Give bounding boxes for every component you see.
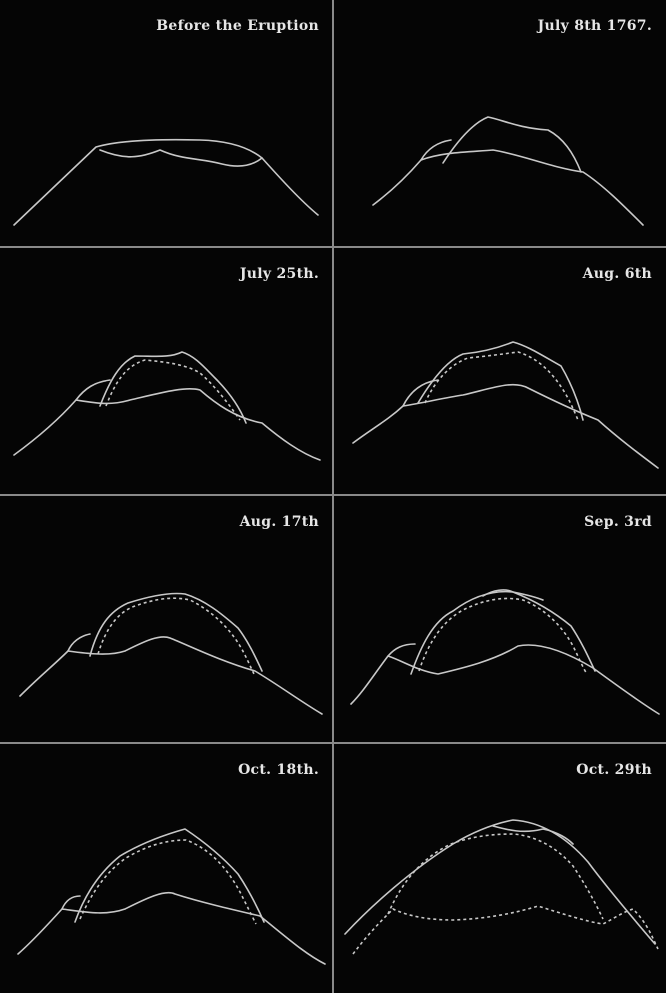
volcano-outline [372,116,644,226]
mountain-profile [13,138,319,226]
panel-july-25: July 25th. [0,248,333,494]
panel-oct-18: Oct. 18th. [0,744,333,990]
mountain-profile [352,383,659,469]
panel-label: Oct. 29th [576,762,652,778]
horizontal-divider [0,246,666,248]
panel-july-8: July 8th 1767. [333,0,666,246]
cone-outline [89,592,263,672]
volcano-outline [352,341,659,469]
panel-aug-17: Aug. 17th [0,496,333,742]
crater-rim [420,139,452,161]
previous-outline [418,597,588,675]
panel-oct-29: Oct. 29th [333,744,666,990]
panel-aug-6: Aug. 6th [333,248,666,494]
crater-rim [99,149,263,167]
previous-outline [387,833,604,920]
cone-outline [74,828,265,923]
volcano-outline [13,138,319,226]
panel-before-eruption: Before the Eruption [0,0,333,246]
previous-outline [424,351,579,421]
horizontal-divider [0,742,666,744]
volcano-outline [17,828,326,965]
volcano-outline [19,592,323,715]
crater-rim [61,895,81,910]
cone-outline [417,341,584,421]
crater-rim [402,379,439,407]
new-cone [442,116,582,173]
crater-rim [67,633,91,652]
cone-outline [99,351,247,424]
panel-label: Aug. 17th [239,514,319,530]
horizontal-divider [0,494,666,496]
panel-label: Aug. 6th [582,266,652,282]
mountain-profile [19,636,323,715]
panel-label: July 8th 1767. [537,18,652,34]
base-line [352,905,659,955]
mountain-profile [344,819,656,945]
panel-label: Oct. 18th. [238,762,319,778]
volcano-outline [344,819,659,955]
previous-outline [105,359,241,421]
previous-outline [79,839,257,925]
volcano-outline [13,351,321,461]
crater-rim [75,379,111,401]
panel-sep-3: Sep. 3rd [333,496,666,742]
panel-label: Before the Eruption [156,18,319,34]
volcano-outline [350,589,660,715]
summit-crater [482,589,544,601]
panel-label: Sep. 3rd [584,514,652,530]
vertical-divider [332,0,334,993]
mountain-profile [17,891,326,965]
mountain-profile [350,644,660,715]
summit-crater [492,825,574,845]
panel-label: July 25th. [239,266,319,282]
crater-rim [387,643,416,657]
mountain-profile [13,388,321,461]
mountain-profile [372,149,644,226]
previous-outline [97,597,255,675]
